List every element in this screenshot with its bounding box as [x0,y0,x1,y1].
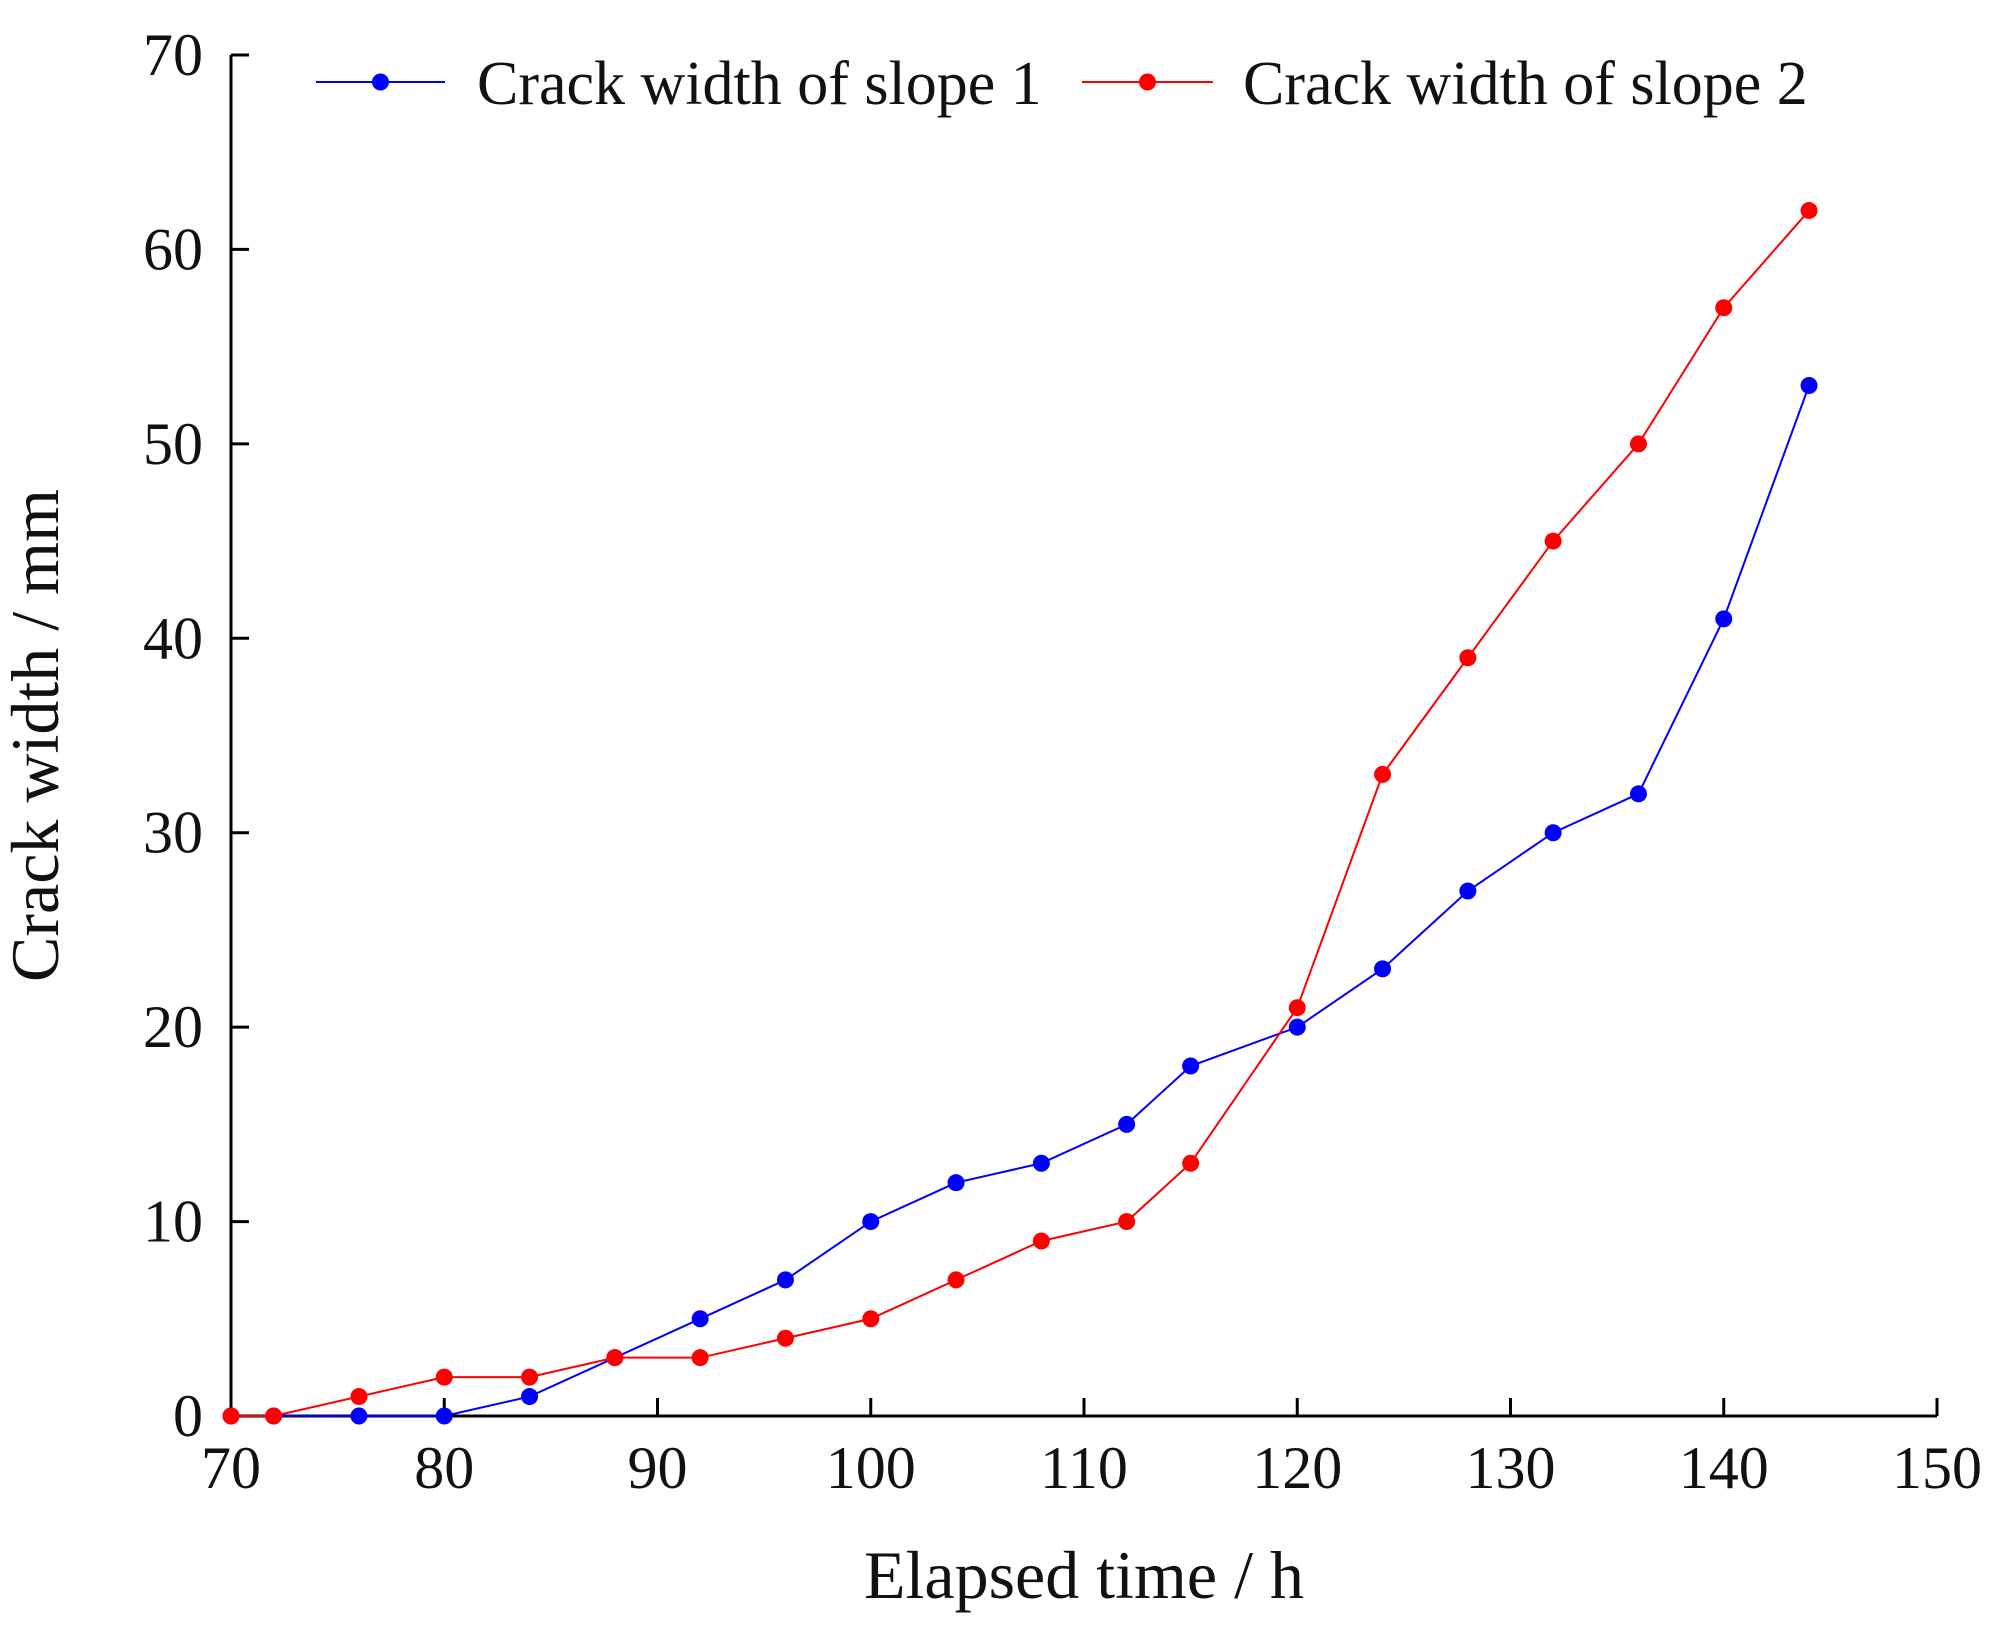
data-point [1629,785,1647,803]
data-point [1800,202,1818,220]
legend-item-1: Crack width of slope 1 [316,50,1042,118]
legend-marker [1139,73,1156,91]
data-point [862,1310,880,1328]
data-point [1544,532,1562,550]
data-point [350,1388,368,1406]
x-tick-label: 100 [826,1435,916,1501]
y-tick-label: 60 [143,216,203,282]
series-layer [222,202,1818,1425]
data-point [1032,1232,1050,1250]
series-line [231,209,1810,1417]
x-tick-label: 110 [1040,1435,1128,1501]
data-point [1032,1154,1050,1172]
data-point [1374,765,1392,783]
data-point [1182,1057,1200,1075]
legend: Crack width of slope 1 Crack width of slo… [316,50,1808,118]
data-point [1288,1018,1306,1036]
x-tick-label: 140 [1679,1435,1769,1501]
data-point [1288,999,1306,1017]
data-point [1715,610,1733,628]
data-point [265,1407,283,1425]
y-tick-label: 0 [173,1383,203,1449]
data-point [1544,824,1562,842]
data-point [1459,882,1477,900]
data-point [691,1310,709,1328]
data-point [521,1388,539,1406]
data-point [947,1271,965,1289]
y-tick-label: 20 [143,994,203,1060]
legend-label: Crack width of slope 1 [477,50,1042,118]
y-tick-label: 50 [143,411,203,477]
data-point [776,1329,794,1347]
y-tick-label: 10 [143,1189,203,1255]
data-point [776,1271,794,1289]
series-1 [222,377,1818,1425]
series-line [231,385,1810,1417]
y-tick-label: 30 [143,800,203,866]
data-point [1374,960,1392,978]
x-tick-label: 120 [1252,1435,1342,1501]
y-tick-label: 40 [143,605,203,671]
series-2 [222,202,1818,1425]
data-point [1182,1154,1200,1172]
x-tick-label: 130 [1466,1435,1556,1501]
legend-marker [372,73,389,91]
data-point [1629,435,1647,453]
data-point [222,1407,240,1425]
x-axis-title: Elapsed time / h [864,1537,1304,1613]
y-tick-label: 70 [143,22,203,88]
x-tick-label: 70 [201,1435,261,1501]
legend-label: Crack width of slope 2 [1243,50,1808,118]
data-point [435,1368,453,1386]
y-axis-title: Crack width / mm [0,489,73,982]
axes: 70 80 90 100 110 120 130 140 150 0 10 20 30 40 50 60 70 [143,22,1982,1501]
x-tick-label: 150 [1892,1435,1982,1501]
data-point [1118,1213,1136,1231]
x-tick-label: 90 [628,1435,688,1501]
data-point [521,1368,539,1386]
data-point [350,1407,368,1425]
data-point [862,1213,880,1231]
data-point [1118,1115,1136,1133]
data-point [691,1349,709,1367]
x-tick-label: 80 [414,1435,474,1501]
data-point [606,1349,624,1367]
data-point [1459,649,1477,667]
legend-item-2: Crack width of slope 2 [1082,50,1808,118]
data-point [947,1174,965,1192]
data-point [435,1407,453,1425]
data-point [1715,299,1733,317]
data-point [1800,377,1818,395]
